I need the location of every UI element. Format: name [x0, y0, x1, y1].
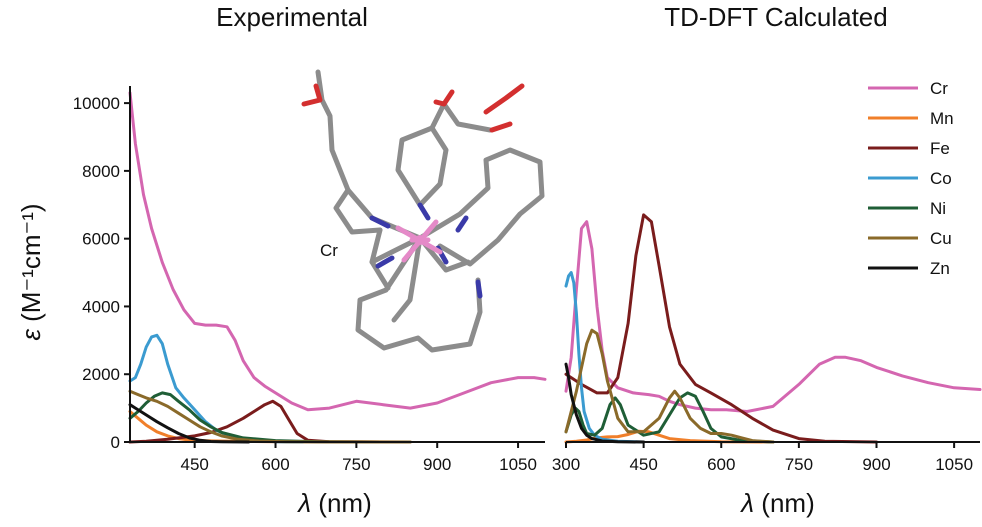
- series-line-ni-calculated: [564, 391, 775, 444]
- series-line-co-calculated: [564, 271, 646, 444]
- x-tick-label: 900: [423, 455, 451, 474]
- series-line-cr-experimental: [128, 91, 547, 412]
- x-axis-label-calculated: λ (nm): [739, 488, 814, 518]
- legend-label-cr: Cr: [930, 79, 948, 98]
- molecule-skeleton: [315, 69, 545, 353]
- legend-label-fe: Fe: [930, 139, 950, 158]
- series-line-co-experimental: [128, 333, 304, 444]
- y-axis-unit: (M⁻¹cm⁻¹): [16, 203, 46, 321]
- calculated-panel: 300 450 600 750 900 1050: [552, 213, 982, 474]
- metal-center: [415, 235, 425, 245]
- x-tick-label: 1050: [499, 455, 537, 474]
- legend-label-zn: Zn: [930, 259, 950, 278]
- x-axis-unit-experimental: (nm): [318, 488, 371, 518]
- y-tick-label: 2000: [82, 365, 120, 384]
- y-tick-label: 4000: [82, 297, 120, 316]
- series-line-cu-experimental: [128, 389, 412, 444]
- y-tick-label: 0: [111, 433, 120, 452]
- series-line-cr-calculated: [564, 220, 982, 413]
- y-axis-symbol: ε: [16, 329, 46, 341]
- x-tick-label: 750: [785, 455, 813, 474]
- x-tick-label: 900: [862, 455, 890, 474]
- legend: Cr Mn Fe Co Ni Cu Zn: [868, 79, 954, 278]
- x-axis-label-experimental: λ (nm): [296, 488, 371, 518]
- series-line-cu-calculated: [564, 328, 775, 444]
- y-tick-label: 8000: [82, 162, 120, 181]
- series-line-fe-experimental: [128, 399, 385, 444]
- panel-title-experimental: Experimental: [216, 2, 368, 32]
- x-tick-label: 300: [552, 455, 580, 474]
- inset-metal-label: Cr: [320, 241, 338, 260]
- legend-label-co: Co: [930, 169, 952, 188]
- x-axis-symbol-calculated: λ: [739, 488, 754, 518]
- y-tick-label: 10000: [73, 94, 120, 113]
- experimental-panel: 450 600 750 900 1050 0 2000 4000 6000 8000 10000: [73, 86, 547, 474]
- x-tick-label: 600: [707, 455, 735, 474]
- molecule-oxygens: [301, 83, 525, 133]
- x-tick-label: 450: [180, 455, 208, 474]
- legend-label-cu: Cu: [930, 229, 952, 248]
- molecule-inset: [301, 69, 545, 353]
- x-axis-unit-calculated: (nm): [761, 488, 814, 518]
- legend-label-ni: Ni: [930, 199, 946, 218]
- x-axis-symbol-experimental: λ: [296, 488, 311, 518]
- legend-label-mn: Mn: [930, 109, 954, 128]
- y-tick-label: 6000: [82, 230, 120, 249]
- y-axis-label: ε (M⁻¹cm⁻¹): [16, 203, 46, 340]
- x-tick-label: 450: [629, 455, 657, 474]
- x-tick-label: 1050: [935, 455, 973, 474]
- series-line-fe-calculated: [564, 213, 878, 444]
- x-tick-label: 600: [261, 455, 289, 474]
- x-tick-label: 750: [342, 455, 370, 474]
- panel-title-calculated: TD-DFT Calculated: [664, 2, 887, 32]
